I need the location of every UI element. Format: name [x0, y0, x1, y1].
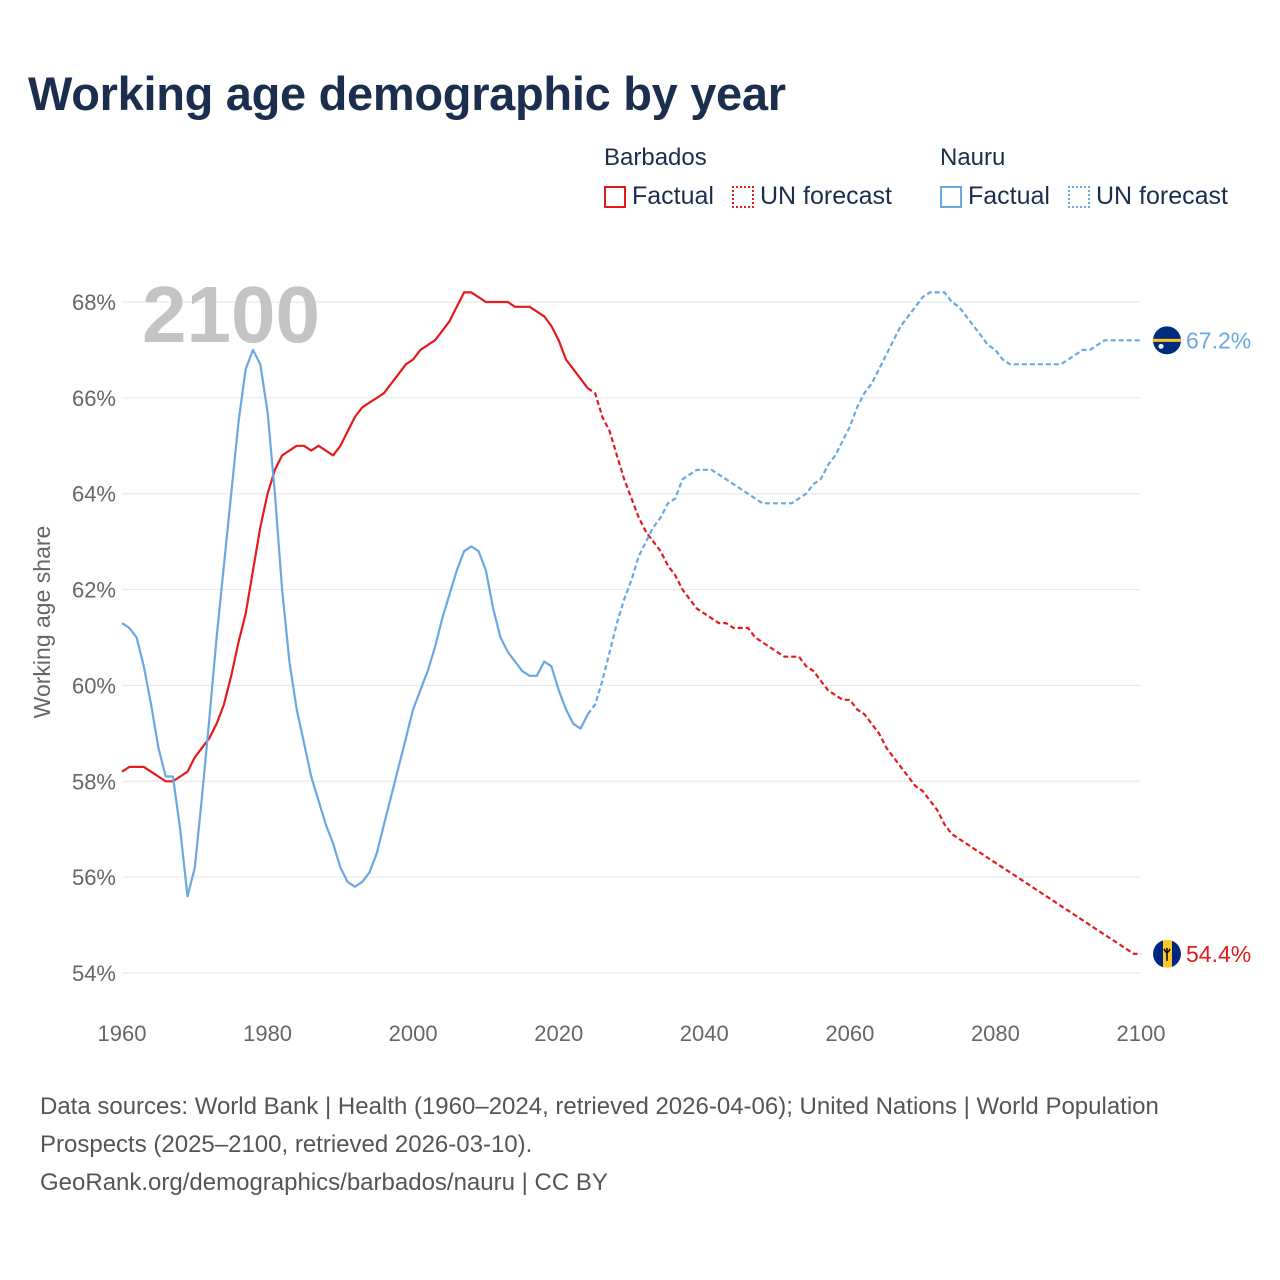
nauru-factual-line[interactable] [121, 348, 589, 898]
nauru-end-value-label: 67.2% [1186, 327, 1251, 353]
barbados-end-value-label: 54.4% [1186, 941, 1251, 967]
y-axis-title: Working age share [29, 526, 55, 719]
grid-lines [122, 301, 1141, 974]
y-tick-label: 68% [72, 290, 116, 315]
y-tick-label: 58% [72, 769, 116, 794]
legend-country-label: Barbados [604, 144, 707, 171]
x-tick-label: 2040 [680, 1021, 729, 1046]
legend-country-label: Nauru [940, 144, 1006, 171]
legend-swatch-solid-icon [940, 185, 962, 208]
x-tick-label: 2080 [971, 1021, 1020, 1046]
x-tick-label: 1960 [98, 1021, 147, 1046]
page-title: Working age demographic by year [28, 67, 786, 120]
y-axis-ticks: 54% 56% 58% 60% 62% 64% 66% 68% [72, 290, 116, 986]
data-sources-note: Data sources: World Bank | Health (1960–… [40, 1093, 1159, 1158]
y-tick-label: 60% [72, 673, 116, 698]
x-axis-ticks: 1960 1980 2000 2020 2040 2060 2080 2100 [98, 1021, 1166, 1046]
x-tick-label: 2020 [534, 1021, 583, 1046]
x-tick-label: 1980 [243, 1021, 292, 1046]
legend-item-nauru-factual[interactable]: Factual [940, 182, 1050, 211]
legend-item-barbados-factual[interactable]: Factual [604, 182, 714, 211]
legend-item-nauru-forecast[interactable]: UN forecast [1067, 182, 1228, 211]
y-tick-label: 56% [72, 865, 116, 890]
legend-swatch-dotted-icon [1067, 185, 1090, 208]
nauru-forecast-line[interactable] [586, 291, 1141, 715]
x-tick-label: 2100 [1117, 1021, 1166, 1046]
barbados-forecast-line[interactable] [587, 387, 1141, 955]
nauru-flag-icon [1153, 326, 1181, 355]
barbados-flag-icon [1153, 939, 1181, 968]
legend-swatch-solid-icon [604, 185, 626, 208]
footer: Data sources: World Bank | Health (1960–… [40, 1088, 1240, 1202]
y-tick-label: 62% [72, 578, 116, 603]
legend-nauru: Nauru Factual UN forecast [940, 144, 1228, 211]
end-markers: 54.4% 67.2% [1153, 326, 1251, 968]
series-lines [121, 291, 1141, 955]
legend-barbados: Barbados Factual UN forecast [604, 144, 892, 211]
x-tick-label: 2000 [389, 1021, 438, 1046]
legend-item-label: UN forecast [1095, 182, 1228, 210]
line-chart: 54% 56% 58% 60% 62% 64% 66% 68% 1960 1980 2000 202… [29, 270, 1251, 1046]
y-tick-label: 64% [72, 482, 116, 507]
legend-item-label: Factual [632, 182, 714, 210]
y-tick-label: 66% [72, 386, 116, 411]
legend-swatch-dotted-icon [731, 185, 754, 208]
barbados-factual-line[interactable] [121, 291, 589, 783]
credit-link[interactable]: GeoRank.org/demographics/barbados/nauru … [40, 1169, 608, 1196]
y-tick-label: 54% [72, 961, 116, 986]
legend-item-label: Factual [968, 182, 1050, 210]
legend-item-barbados-forecast[interactable]: UN forecast [731, 182, 892, 211]
x-tick-label: 2060 [825, 1021, 874, 1046]
legend-item-label: UN forecast [759, 182, 892, 210]
year-label: 2100 [142, 270, 320, 359]
